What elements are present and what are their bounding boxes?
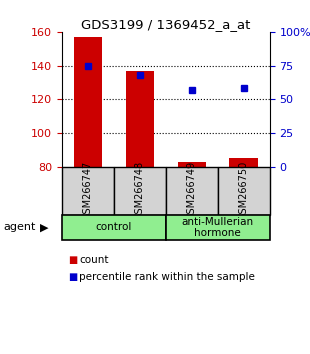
Text: GSM266750: GSM266750 — [239, 161, 249, 220]
Text: GSM266748: GSM266748 — [135, 161, 145, 220]
Bar — [166, 215, 270, 240]
Bar — [62, 215, 166, 240]
Bar — [114, 167, 166, 215]
Text: control: control — [96, 222, 132, 232]
Title: GDS3199 / 1369452_a_at: GDS3199 / 1369452_a_at — [81, 18, 250, 31]
Text: agent: agent — [3, 222, 35, 232]
Text: anti-Mullerian
hormone: anti-Mullerian hormone — [182, 217, 254, 238]
Bar — [126, 70, 154, 167]
Bar — [62, 167, 114, 215]
Bar — [74, 37, 102, 167]
Text: GSM266747: GSM266747 — [83, 161, 93, 220]
Text: percentile rank within the sample: percentile rank within the sample — [79, 272, 255, 282]
Text: ■: ■ — [68, 255, 78, 264]
Bar — [166, 167, 218, 215]
Text: ▶: ▶ — [40, 222, 49, 232]
Text: ■: ■ — [68, 272, 78, 282]
Text: GSM266749: GSM266749 — [187, 161, 197, 220]
Text: count: count — [79, 255, 108, 264]
Bar — [218, 167, 270, 215]
Bar — [229, 158, 258, 167]
Bar — [178, 161, 206, 167]
